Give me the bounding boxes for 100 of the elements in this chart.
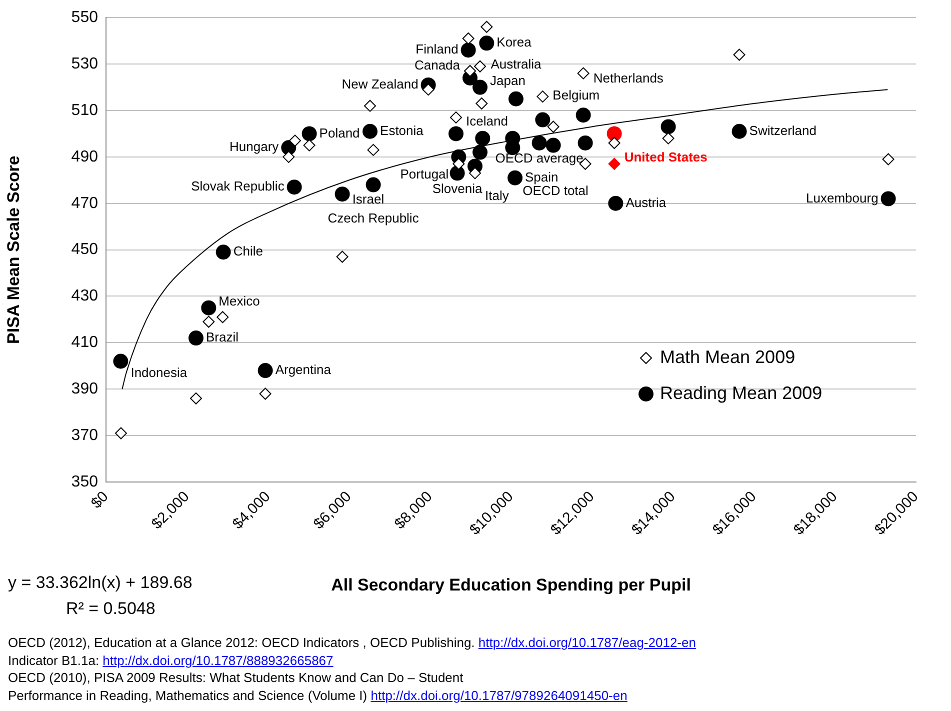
y-tick-label: 450 — [71, 241, 98, 258]
text: y = 33.362ln(x) + 189.68 — [8, 572, 192, 594]
point — [202, 316, 215, 328]
point — [468, 167, 481, 180]
point — [608, 136, 620, 149]
point — [880, 191, 896, 206]
annotation: Austria — [626, 194, 667, 210]
point — [535, 112, 550, 128]
y-tick-label: 470 — [71, 194, 98, 212]
point — [547, 120, 560, 133]
y-tick-label: 350 — [71, 473, 98, 490]
y-tick-label: 550 — [71, 9, 98, 26]
y-axis-title: PISA Mean Scale Score — [4, 156, 23, 344]
annotation: Netherlands — [593, 70, 664, 86]
annotation: Slovak Republic — [191, 178, 285, 194]
point — [532, 135, 547, 150]
point — [289, 134, 302, 147]
point — [508, 170, 523, 186]
text: Performance in Reading, Mathematics and Science (Volume I) http://dx.doi.org/10.1787/9789264091450-en — [8, 686, 628, 704]
point — [476, 98, 488, 110]
point — [472, 80, 488, 95]
point — [577, 67, 590, 80]
point — [216, 311, 229, 324]
point — [258, 363, 273, 378]
annotation: Hungary — [230, 139, 280, 154]
point — [190, 392, 202, 404]
annotation: Luxembourg — [806, 190, 878, 206]
annotation: Finland — [416, 42, 458, 57]
annotation: Italy — [484, 188, 510, 203]
legend-label: Reading Mean 2009 — [660, 382, 822, 403]
point — [460, 42, 476, 58]
annotation: Korea — [496, 34, 532, 50]
point — [282, 150, 295, 163]
y-tick-label: 370 — [71, 426, 98, 444]
point — [452, 158, 465, 170]
point — [732, 124, 747, 139]
text: Indicator B1.1a: http://dx.doi.org/10.1787/888932665867 — [8, 652, 334, 669]
point — [336, 250, 348, 263]
point — [882, 153, 894, 166]
annotation: Mexico — [218, 293, 260, 308]
point — [508, 91, 524, 106]
point — [286, 180, 302, 195]
y-tick-label: 510 — [71, 102, 98, 119]
annotation: Estonia — [380, 122, 424, 138]
annotation: Australia — [490, 56, 542, 72]
point — [536, 90, 549, 103]
point — [201, 300, 216, 316]
point — [606, 126, 622, 142]
point — [448, 126, 464, 142]
annotation: OECD average — [495, 150, 584, 166]
point — [364, 100, 376, 112]
point — [662, 132, 674, 144]
annotation: Indonesia — [130, 364, 188, 380]
annotation: Canada — [414, 58, 461, 73]
y-tick-label: 530 — [71, 55, 98, 72]
x-axis-title: All Secondary Education Spending per Pupil — [331, 575, 691, 594]
annotation: OECD total — [522, 183, 589, 198]
point — [479, 36, 494, 51]
text: R² = 0.5048 — [65, 598, 156, 620]
point — [475, 130, 490, 146]
annotation: Switzerland — [749, 122, 816, 138]
point — [302, 126, 317, 142]
annotation: Spain — [525, 169, 558, 184]
annotation: Brazil — [206, 330, 239, 345]
annotation: United States — [624, 149, 708, 164]
point — [334, 186, 350, 202]
point — [462, 32, 474, 44]
point — [216, 244, 231, 260]
point — [450, 166, 465, 181]
text: OECD (2012), Education at a Glance 2012: OECD Indicators , OECD Publishing. http://dx.doi.org/10.1787/eag-2012-en — [8, 634, 696, 652]
annotation: Poland — [319, 125, 360, 140]
point — [303, 139, 316, 152]
y-tick-label: 410 — [71, 334, 98, 352]
point — [188, 330, 204, 346]
point — [259, 388, 272, 400]
point — [608, 158, 620, 170]
point — [480, 20, 493, 33]
annotation: New Zealand — [342, 76, 418, 92]
point — [422, 84, 434, 96]
point — [366, 177, 381, 192]
legend-label: Math Mean 2009 — [660, 346, 796, 367]
point — [362, 124, 378, 139]
annotation: Portugal — [400, 166, 449, 182]
point — [578, 135, 593, 150]
point — [472, 144, 488, 160]
point — [576, 108, 591, 123]
text: OECD (2010), PISA 2009 Results: What Students Know and Can Do – Student — [8, 669, 464, 686]
point — [367, 144, 380, 156]
annotation: Japan — [490, 72, 526, 88]
annotation: Iceland — [466, 113, 508, 128]
point — [546, 138, 561, 153]
point — [660, 119, 676, 134]
point — [608, 196, 624, 211]
annotation: Czech Republic — [328, 210, 420, 226]
y-tick-label: 490 — [71, 148, 98, 166]
annotation: Belgium — [552, 87, 600, 102]
point — [113, 354, 128, 369]
point — [733, 48, 746, 61]
point — [450, 111, 462, 124]
annotation: Argentina — [275, 362, 332, 378]
